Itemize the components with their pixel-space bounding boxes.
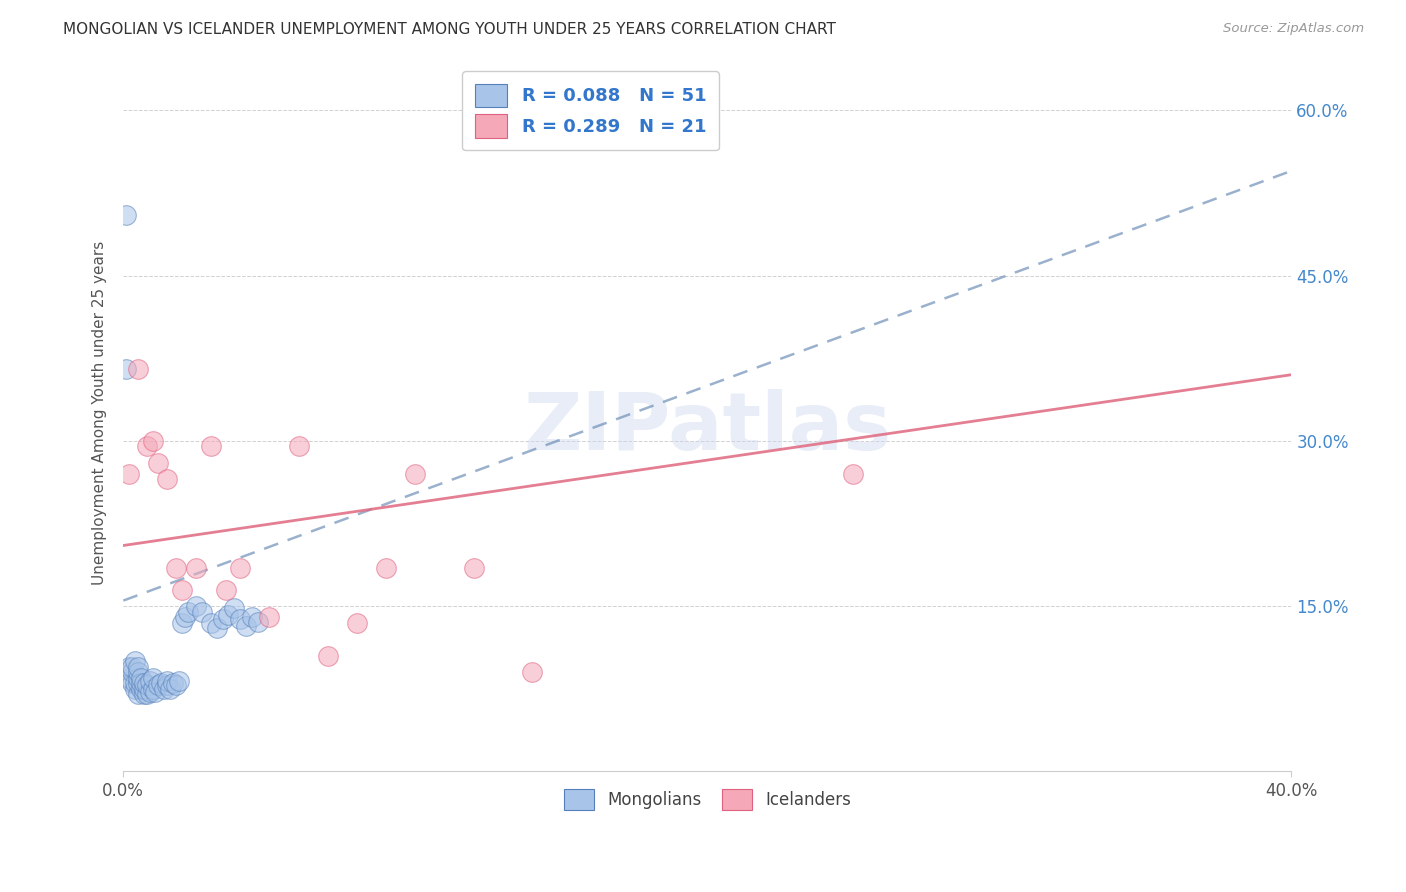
Point (463, 560, 485, 574)
Point (404, 467, 426, 481)
Point (176, 605, 198, 619)
Point (229, 612, 252, 626)
Point (165, 560, 187, 574)
Point (316, 648, 339, 663)
Point (118, 659, 141, 673)
Point (235, 619, 257, 633)
Point (156, 673, 179, 688)
Point (240, 610, 263, 624)
Point (167, 673, 190, 688)
Point (141, 681, 163, 696)
Point (141, 671, 163, 685)
Legend: Mongolians, Icelanders: Mongolians, Icelanders (557, 782, 858, 817)
Point (132, 687, 155, 701)
Point (191, 605, 214, 619)
Point (170, 615, 193, 630)
Point (121, 676, 143, 690)
Point (186, 599, 208, 613)
Point (375, 560, 398, 574)
Point (148, 456, 170, 470)
Point (121, 659, 143, 673)
Point (173, 610, 195, 624)
Point (200, 439, 222, 453)
Point (186, 560, 208, 574)
Point (118, 467, 141, 481)
Point (132, 681, 155, 696)
Point (127, 687, 149, 701)
Point (156, 472, 179, 486)
Point (145, 685, 167, 699)
Y-axis label: Unemployment Among Youth under 25 years: Unemployment Among Youth under 25 years (93, 241, 107, 585)
Point (118, 671, 141, 685)
Point (127, 671, 149, 685)
Point (129, 676, 152, 690)
Point (148, 678, 170, 692)
Point (520, 665, 543, 680)
Text: Source: ZipAtlas.com: Source: ZipAtlas.com (1223, 22, 1364, 36)
Point (141, 434, 163, 448)
Point (129, 681, 152, 696)
Point (214, 582, 236, 597)
Point (115, 362, 138, 376)
Point (229, 560, 252, 574)
Point (127, 676, 149, 690)
Point (224, 601, 246, 615)
Point (170, 582, 193, 597)
Point (153, 681, 176, 696)
Point (124, 681, 146, 696)
Text: MONGOLIAN VS ICELANDER UNEMPLOYMENT AMONG YOUTH UNDER 25 YEARS CORRELATION CHART: MONGOLIAN VS ICELANDER UNEMPLOYMENT AMON… (63, 22, 837, 37)
Point (135, 439, 157, 453)
Point (127, 659, 149, 673)
Point (124, 654, 146, 668)
Point (132, 676, 155, 690)
Point (159, 681, 181, 696)
Point (138, 673, 160, 688)
Point (135, 687, 157, 701)
Point (842, 467, 865, 481)
Point (135, 678, 157, 692)
Point (124, 676, 146, 690)
Point (115, 208, 138, 222)
Text: ZIPatlas: ZIPatlas (523, 389, 891, 467)
Point (287, 439, 309, 453)
Point (127, 665, 149, 680)
Point (246, 615, 269, 629)
Point (259, 610, 281, 624)
Point (217, 607, 239, 622)
Point (138, 685, 160, 699)
Point (127, 362, 149, 376)
Point (211, 612, 233, 626)
Point (121, 665, 143, 680)
Point (165, 678, 187, 692)
Point (346, 615, 368, 630)
Point (156, 678, 179, 692)
Point (150, 676, 173, 690)
Point (200, 615, 222, 630)
Point (162, 676, 184, 690)
Point (205, 621, 228, 635)
Point (129, 671, 152, 685)
